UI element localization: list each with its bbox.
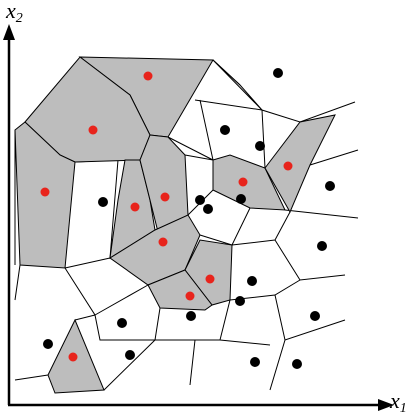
site (185, 291, 195, 301)
black-sites (43, 68, 335, 369)
site (310, 311, 320, 321)
site (220, 125, 230, 135)
site (98, 197, 108, 207)
site (143, 71, 153, 81)
x-label-text: x (389, 388, 400, 413)
cell (139, 134, 189, 233)
site (43, 339, 53, 349)
red-sites (40, 71, 293, 362)
site (195, 195, 205, 205)
site (255, 141, 265, 151)
cell (264, 114, 336, 214)
white-cell-edges (14, 59, 359, 391)
site (236, 194, 246, 204)
site (283, 161, 293, 171)
site (88, 125, 98, 135)
boundary (14, 59, 241, 265)
site (325, 181, 335, 191)
site (68, 352, 78, 362)
cell (147, 269, 213, 311)
x-label-sub: 1 (400, 401, 407, 415)
site (247, 276, 257, 286)
site (292, 359, 302, 369)
site (250, 357, 260, 367)
axes: x2 x1 (3, 0, 407, 415)
site (235, 296, 245, 306)
x-arrow (378, 399, 394, 411)
gray-cells (14, 56, 336, 394)
y-arrow (3, 24, 15, 40)
site (125, 350, 135, 360)
site (273, 68, 283, 78)
y-axis-label: x2 (5, 0, 23, 26)
site (238, 177, 248, 187)
site (117, 318, 127, 328)
cell-edge (14, 59, 359, 391)
site (40, 187, 50, 197)
site (205, 274, 215, 284)
site (158, 237, 168, 247)
cell (212, 154, 286, 211)
site (130, 202, 140, 212)
y-label-text: x (5, 0, 16, 23)
site (186, 311, 196, 321)
site (317, 241, 327, 251)
y-label-sub: 2 (16, 11, 23, 26)
site (160, 192, 170, 202)
x-axis-label: x1 (389, 388, 407, 415)
site (203, 204, 213, 214)
